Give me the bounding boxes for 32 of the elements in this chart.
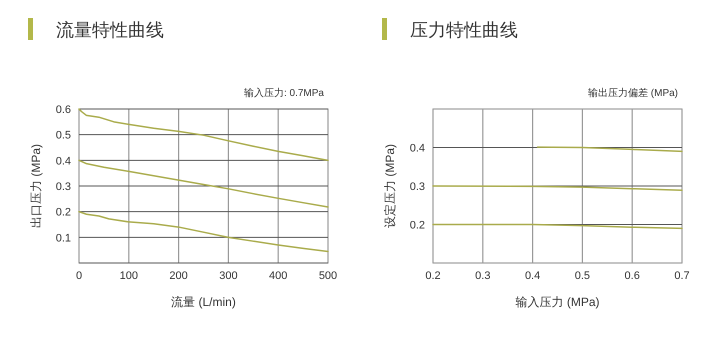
x-tick-label: 300 xyxy=(219,270,238,282)
x-axis-title: 流量 (L/min) xyxy=(171,295,236,309)
y-tick-label: 0.2 xyxy=(56,206,71,219)
y-tick-label: 0.4 xyxy=(410,142,425,154)
x-axis-title: 输入压力 (MPa) xyxy=(516,295,600,309)
y-axis-title: 设定压力 (MPa) xyxy=(383,144,397,228)
y-tick-label: 0.3 xyxy=(410,181,425,193)
x-tick-label: 0.6 xyxy=(624,270,640,282)
chart-title: 压力特性曲线 xyxy=(410,20,518,40)
x-tick-label: 0.7 xyxy=(674,270,690,282)
y-tick-label: 0.5 xyxy=(56,130,71,142)
line-series xyxy=(78,160,329,208)
y-tick-label: 0.1 xyxy=(56,232,71,244)
y-tick-label: 0.2 xyxy=(410,220,425,232)
x-tick-label: 100 xyxy=(120,270,138,282)
x-tick-label: 0.4 xyxy=(524,270,540,282)
y-axis-title: 出口压力 (MPa) xyxy=(29,144,43,228)
line-series xyxy=(78,108,329,162)
x-tick-label: 0.3 xyxy=(475,270,490,282)
x-tick-label: 200 xyxy=(169,270,188,282)
y-tick-label: 0.6 xyxy=(56,104,71,116)
x-tick-label: 500 xyxy=(318,270,338,282)
text: 输出压力偏差 (MPa) xyxy=(588,87,678,99)
y-tick-label: 0.4 xyxy=(56,155,71,168)
x-tick-label: 0.5 xyxy=(574,270,590,282)
text: 输入压力: 0.7MPa xyxy=(244,87,324,99)
x-tick-label: 0.2 xyxy=(425,270,441,282)
chart-title: 流量特性曲线 xyxy=(56,20,164,40)
y-tick-label: 0.3 xyxy=(56,181,71,193)
x-tick-label: 0 xyxy=(76,270,82,282)
line-series xyxy=(78,210,329,252)
x-tick-label: 400 xyxy=(269,270,288,282)
